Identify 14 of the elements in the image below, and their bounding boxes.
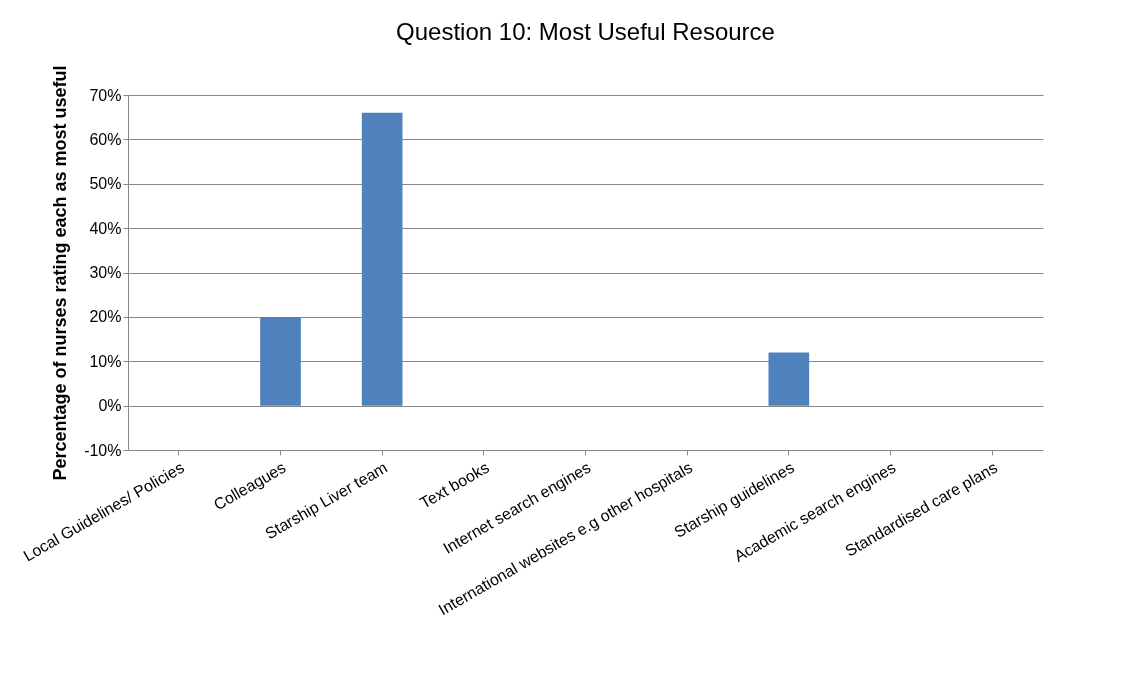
y-tick-label: 60% — [89, 130, 122, 148]
bar — [361, 112, 403, 406]
chart-title: Question 10: Most Useful Resource — [396, 17, 775, 45]
y-tick-label: 0% — [98, 397, 122, 415]
y-tick-label: 40% — [89, 219, 122, 237]
y-tick-label: 10% — [89, 352, 122, 370]
y-axis-title: Percentage of nurses rating each as most useful — [50, 65, 71, 481]
bar — [768, 352, 810, 406]
y-tick-label: -10% — [84, 441, 122, 459]
y-tick-label: 20% — [89, 308, 122, 326]
y-tick-label: 30% — [89, 264, 122, 281]
y-tick-label: 50% — [89, 175, 122, 193]
y-tick-label: 70% — [89, 86, 122, 104]
bar — [260, 316, 301, 406]
